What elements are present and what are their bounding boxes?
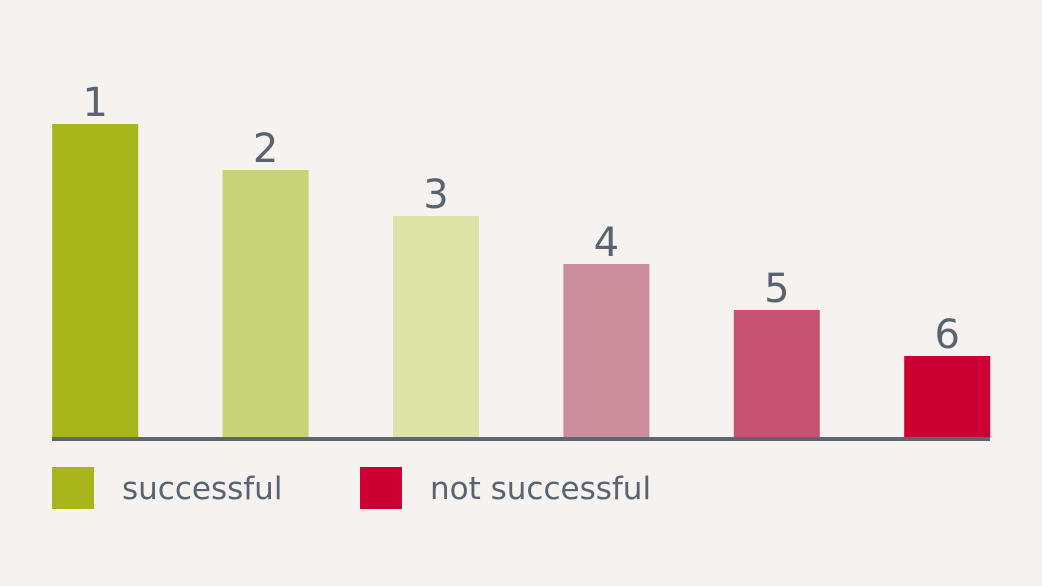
legend-label: not successful — [430, 471, 651, 507]
legend-swatch — [360, 467, 402, 509]
bar — [563, 264, 650, 438]
bar-label: 4 — [594, 220, 619, 266]
bar — [52, 124, 139, 438]
bar-label: 1 — [82, 80, 107, 126]
bar-label: 5 — [764, 266, 789, 312]
bar-label: 2 — [253, 126, 278, 172]
bar — [733, 310, 820, 438]
bar-label: 6 — [934, 312, 959, 358]
bar — [222, 170, 309, 438]
legend-label: successful — [122, 471, 282, 507]
bar-label: 3 — [423, 172, 448, 218]
bar — [904, 356, 991, 438]
bar — [393, 216, 479, 438]
legend-swatch — [52, 467, 94, 509]
